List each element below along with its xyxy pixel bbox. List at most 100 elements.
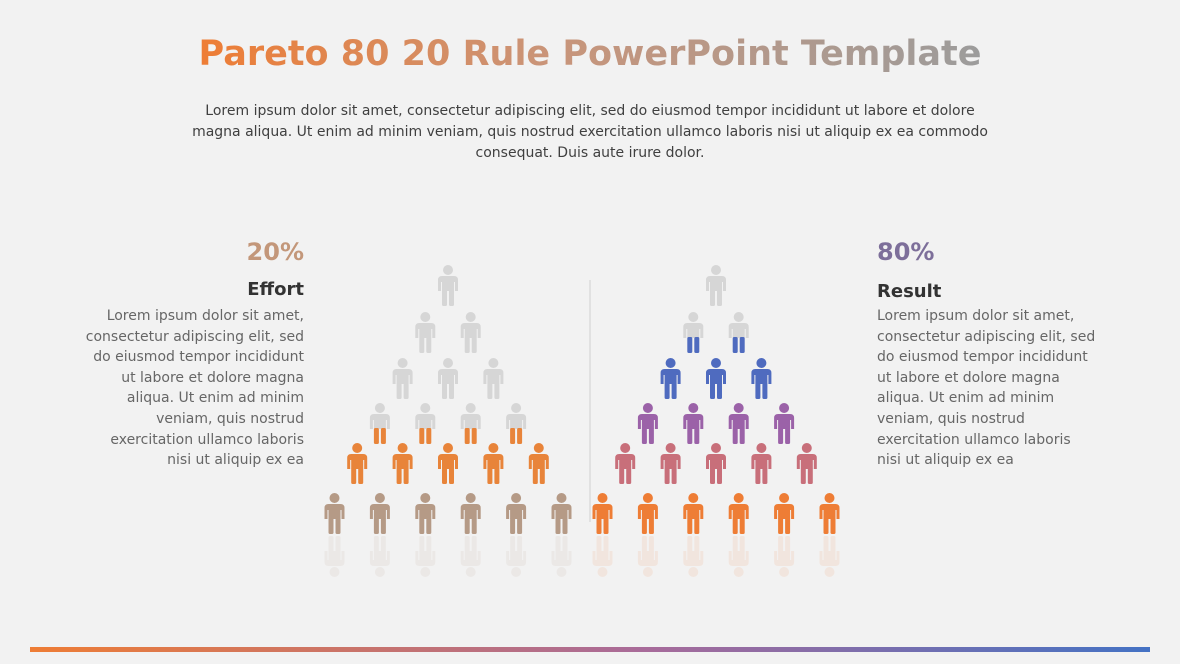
- leg: [664, 383, 670, 399]
- leg: [710, 290, 715, 306]
- torso: [819, 551, 840, 566]
- torso: [506, 414, 527, 429]
- person-icon: [683, 312, 704, 353]
- reflection: [369, 536, 390, 577]
- head: [420, 403, 431, 413]
- torso: [415, 504, 436, 519]
- person-icon: [392, 443, 413, 484]
- head: [642, 403, 653, 413]
- person-icon: [728, 403, 749, 444]
- leg: [555, 518, 561, 534]
- torso: [683, 551, 704, 566]
- leg: [335, 536, 341, 552]
- leg: [710, 468, 715, 484]
- person-icon: [392, 358, 413, 399]
- leg: [426, 337, 432, 353]
- torso: [615, 454, 636, 469]
- torso: [460, 551, 481, 566]
- leg: [471, 536, 477, 552]
- leg: [694, 428, 700, 444]
- reflection: [637, 536, 658, 577]
- torso: [551, 504, 572, 519]
- leg: [464, 428, 470, 444]
- head: [329, 567, 340, 577]
- head: [824, 567, 835, 577]
- leg: [641, 518, 647, 534]
- torso: [819, 504, 840, 519]
- torso: [637, 551, 658, 566]
- person-icon: [660, 443, 681, 484]
- torso: [438, 454, 458, 469]
- head: [711, 443, 721, 453]
- leg: [626, 468, 632, 484]
- head: [801, 443, 812, 453]
- leg: [687, 518, 693, 534]
- leg: [785, 428, 791, 444]
- leg: [732, 428, 738, 444]
- torso: [706, 369, 726, 384]
- reflection: [506, 536, 527, 577]
- leg: [694, 536, 700, 552]
- person-icon: [592, 493, 613, 534]
- title-text: Pareto 80 20 Rule PowerPoint Template: [198, 34, 982, 74]
- torso: [483, 369, 504, 384]
- person-icon: [460, 493, 481, 534]
- leg: [328, 536, 334, 552]
- head: [443, 443, 453, 453]
- leg: [562, 518, 568, 534]
- torso: [774, 551, 795, 566]
- torso: [660, 369, 681, 384]
- head: [511, 493, 522, 503]
- person-icon: [774, 403, 795, 444]
- person-icon: [796, 443, 817, 484]
- leg: [419, 536, 425, 552]
- head: [779, 403, 790, 413]
- torso: [683, 504, 704, 519]
- head: [688, 403, 699, 413]
- person-icon: [774, 493, 795, 534]
- torso: [706, 454, 726, 469]
- torso: [415, 323, 436, 338]
- leg: [373, 536, 379, 552]
- leg: [380, 428, 386, 444]
- head: [688, 312, 699, 322]
- leg: [687, 337, 693, 353]
- leg: [442, 383, 447, 399]
- leg: [755, 383, 761, 399]
- head: [397, 443, 408, 453]
- leg: [807, 468, 813, 484]
- leg: [717, 468, 722, 484]
- leg: [732, 337, 738, 353]
- torso: [506, 551, 527, 566]
- head: [688, 493, 699, 503]
- head: [556, 493, 567, 503]
- leg: [778, 536, 784, 552]
- subtitle: Lorem ipsum dolor sit amet, consectetur …: [192, 103, 988, 161]
- person-icon: [728, 312, 749, 353]
- torso: [637, 504, 658, 519]
- torso: [728, 551, 749, 566]
- leg: [785, 518, 791, 534]
- leg: [739, 518, 745, 534]
- leg: [641, 536, 647, 552]
- leg: [487, 383, 493, 399]
- head: [733, 403, 744, 413]
- person-icon: [615, 443, 636, 484]
- leg: [717, 383, 722, 399]
- leg: [403, 383, 409, 399]
- leg: [739, 428, 745, 444]
- head: [465, 312, 476, 322]
- head: [352, 443, 363, 453]
- head: [465, 567, 476, 577]
- head: [420, 312, 431, 322]
- person-icon: [324, 493, 345, 534]
- leg: [510, 536, 516, 552]
- leg: [358, 468, 364, 484]
- person-icon: [751, 358, 772, 399]
- leg: [664, 468, 670, 484]
- bottom-bar: [30, 647, 1150, 652]
- head: [779, 567, 790, 577]
- leg: [351, 468, 357, 484]
- leg: [328, 518, 334, 534]
